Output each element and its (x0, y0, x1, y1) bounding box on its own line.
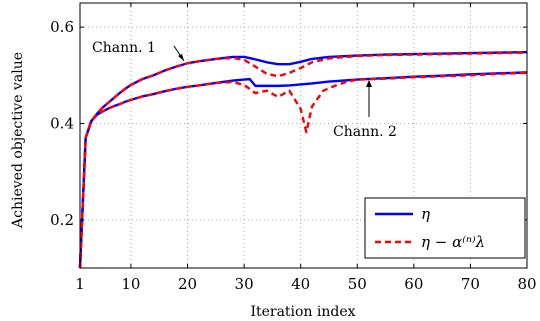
x-tick-label: 20 (178, 275, 197, 293)
legend-eta-label: η (421, 205, 430, 223)
plot-frame (79, 2, 528, 269)
x-tick-label: 10 (121, 275, 140, 293)
bound-line-chann-2 (78, 71, 528, 269)
x-tick-label: 60 (404, 275, 423, 293)
x-tick-label: 40 (291, 275, 310, 293)
x-tick-label: 50 (348, 275, 367, 293)
bound-line-chann-1 (78, 51, 528, 269)
y-tick-label: 0.4 (50, 114, 74, 132)
legend: η η − α⁽ⁿ⁾λ (364, 197, 526, 259)
series-lines (78, 50, 528, 269)
x-tick-label: 30 (235, 275, 254, 293)
axis-ticks: 1 10 20 30 40 50 60 70 80 0.2 0.4 0.6 (50, 3, 537, 293)
x-tick-label: 80 (517, 275, 536, 293)
annotation-channel-2-label: Chann. 2 (333, 124, 397, 140)
x-axis-title: Iteration index (250, 304, 355, 320)
x-tick-label: 70 (461, 275, 480, 293)
x-tick-label: 1 (75, 275, 85, 293)
y-axis-title: Achieved objective value (10, 52, 26, 229)
legend-box (364, 197, 526, 259)
y-tick-label: 0.2 (50, 211, 74, 229)
legend-bound-label: η − α⁽ⁿ⁾λ (421, 233, 485, 251)
annotation-channel-1-arrowhead (178, 54, 184, 61)
y-tick-label: 0.6 (50, 18, 74, 36)
annotation-channel-2-arrowhead (366, 80, 372, 87)
annotation-channel-1: Chann. 1 (92, 40, 185, 62)
annotation-channel-2: Chann. 2 (333, 80, 397, 140)
annotation-channel-1-label: Chann. 1 (92, 40, 156, 56)
